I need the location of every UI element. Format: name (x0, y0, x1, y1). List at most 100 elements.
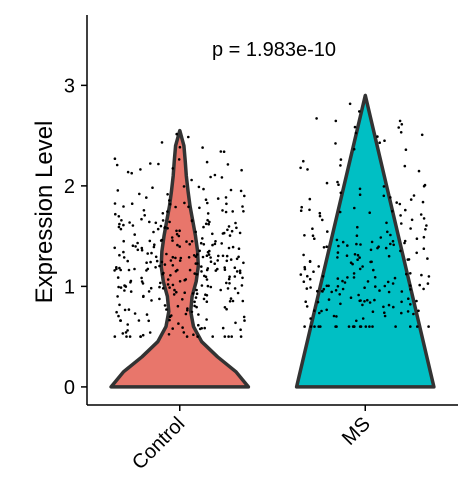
data-point (386, 230, 389, 234)
data-point (130, 202, 134, 205)
data-point (234, 221, 237, 225)
data-point (174, 256, 177, 260)
y-axis-ticks: 0 1 2 3 (64, 75, 87, 399)
data-point (183, 291, 186, 295)
data-point (205, 300, 209, 304)
data-point (196, 335, 199, 338)
data-point (404, 208, 407, 212)
data-point (233, 287, 237, 290)
data-point (188, 242, 191, 246)
data-point (213, 262, 216, 266)
data-point (172, 293, 176, 296)
data-point (368, 211, 372, 214)
data-point (419, 213, 423, 216)
data-point (204, 198, 208, 201)
data-point (113, 157, 117, 160)
data-point (406, 258, 410, 261)
data-point (336, 256, 339, 259)
data-point (118, 222, 121, 226)
data-point (228, 300, 232, 303)
data-point (306, 168, 309, 171)
data-point (327, 284, 330, 288)
data-point (427, 275, 431, 278)
data-point (117, 225, 121, 229)
data-point (354, 131, 358, 135)
data-point (409, 272, 412, 275)
data-point (133, 233, 136, 236)
data-point (382, 305, 385, 309)
data-point (315, 117, 318, 120)
data-point (190, 240, 194, 243)
data-point (235, 257, 239, 261)
data-point (163, 263, 167, 266)
data-point (119, 227, 123, 231)
data-point (133, 267, 136, 271)
data-point (181, 326, 184, 329)
data-point (240, 168, 243, 172)
data-point (217, 254, 220, 258)
data-point (140, 276, 143, 280)
data-point (190, 219, 194, 222)
data-point (166, 283, 170, 286)
data-point (202, 187, 205, 191)
data-point (238, 269, 242, 273)
data-point (230, 335, 233, 338)
data-point (417, 169, 421, 173)
data-point (214, 240, 217, 243)
data-point (123, 308, 127, 312)
data-point (415, 237, 419, 240)
data-point (399, 249, 402, 253)
data-point (168, 286, 171, 289)
data-point (179, 256, 183, 260)
data-point (165, 252, 168, 256)
data-point (161, 287, 165, 290)
data-point (233, 275, 237, 278)
data-point (194, 296, 198, 299)
data-point (338, 293, 342, 296)
data-point (184, 312, 188, 316)
data-point (393, 276, 397, 280)
data-point (122, 239, 125, 243)
data-point (325, 181, 329, 185)
data-point (233, 266, 237, 270)
data-point (305, 305, 309, 308)
data-point (400, 290, 404, 293)
data-point (391, 282, 395, 285)
data-point (219, 150, 223, 153)
data-point (337, 183, 340, 186)
data-point (192, 254, 196, 257)
data-point (149, 260, 152, 264)
data-point (147, 319, 150, 323)
data-point (373, 276, 377, 279)
data-point (376, 135, 379, 138)
data-point (327, 298, 331, 301)
data-point (399, 131, 403, 134)
data-point (305, 287, 309, 290)
data-point (306, 274, 309, 278)
data-point (313, 309, 316, 313)
data-point (405, 272, 408, 276)
data-point (318, 311, 321, 315)
data-point (351, 325, 355, 328)
data-point (223, 268, 227, 272)
data-point (383, 311, 386, 315)
data-point (303, 234, 306, 237)
data-point (195, 253, 199, 256)
data-point (385, 221, 388, 225)
data-point (131, 244, 135, 247)
data-point (175, 232, 179, 236)
data-point (321, 275, 325, 278)
data-point (152, 245, 156, 249)
data-point (138, 192, 141, 196)
data-point (422, 184, 426, 188)
data-point (211, 335, 214, 338)
data-point (213, 242, 217, 246)
data-point (136, 248, 140, 252)
data-point (383, 139, 386, 142)
data-point (338, 210, 342, 214)
data-point (309, 317, 312, 320)
data-point (123, 289, 126, 292)
data-point (221, 209, 224, 212)
data-point (348, 102, 352, 106)
data-point (190, 178, 193, 182)
